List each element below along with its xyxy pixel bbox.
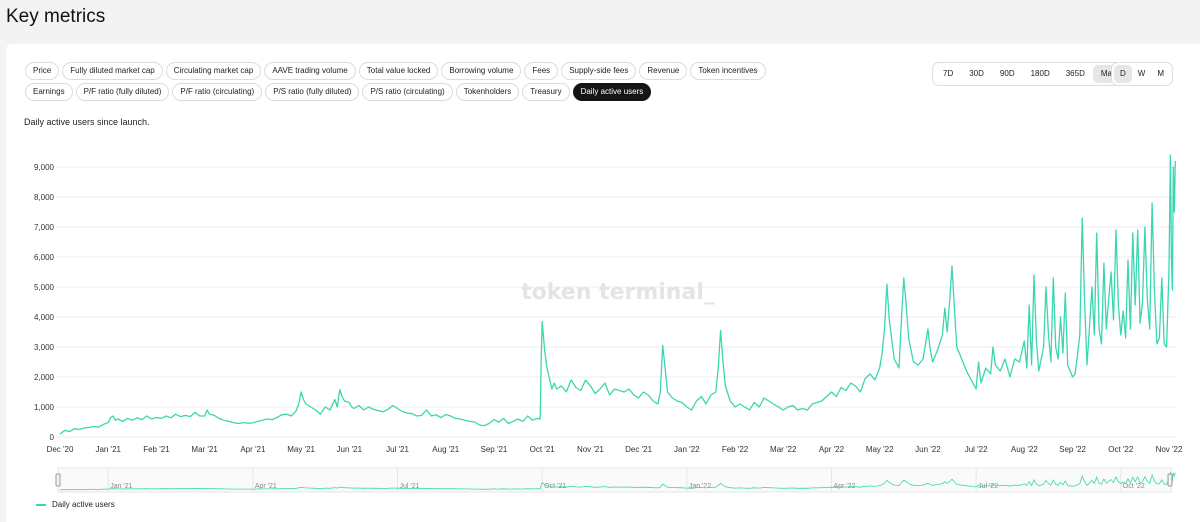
x-tick-label: Sep '22 — [1059, 445, 1086, 454]
metric-chip-fully-diluted-market-cap[interactable]: Fully diluted market cap — [62, 62, 163, 80]
legend-label: Daily active users — [52, 500, 115, 509]
x-tick-label: Jan '21 — [95, 445, 121, 454]
x-tick-label: May '22 — [866, 445, 894, 454]
metric-chip-earnings[interactable]: Earnings — [25, 83, 73, 101]
metric-chip-tokenholders[interactable]: Tokenholders — [455, 83, 520, 101]
x-tick-label: Oct '22 — [1108, 445, 1134, 454]
y-tick-label: 7,000 — [34, 223, 55, 232]
navigator-tick-label: Jan '22 — [689, 483, 711, 490]
metric-chip-p-s-ratio-fully-diluted[interactable]: P/S ratio (fully diluted) — [265, 83, 360, 101]
x-tick-label: Jul '22 — [965, 445, 988, 454]
x-tick-label: Dec '20 — [47, 445, 74, 454]
x-tick-label: Feb '22 — [722, 445, 749, 454]
time-range-selector: 7D 30D 90D 180D 365D Max — [932, 62, 1127, 86]
metric-chip-revenue[interactable]: Revenue — [639, 62, 688, 80]
navigator-tick-label: Apr '21 — [255, 483, 277, 490]
y-tick-label: 6,000 — [34, 253, 55, 262]
watermark-logo: token terminal_ — [521, 280, 715, 305]
metric-chip-token-incentives[interactable]: Token incentives — [690, 62, 766, 80]
y-tick-label: 5,000 — [34, 283, 55, 292]
x-tick-label: Aug '22 — [1011, 445, 1038, 454]
metric-chip-aave-trading-volume[interactable]: AAVE trading volume — [264, 62, 356, 80]
chart-legend[interactable]: Daily active users — [36, 500, 115, 509]
granularity-option-d[interactable]: D — [1114, 65, 1132, 83]
key-metrics-card: Price Fully diluted market cap Circulating… — [6, 44, 1200, 522]
navigator-series-line — [59, 472, 1176, 491]
daily-active-users-chart: 0 1,000 2,000 3,000 4,000 5,000 6,000 7,000 8,00… — [34, 154, 1183, 493]
navigator-tick-label: Oct '22 — [1123, 483, 1145, 490]
x-tick-label: Dec '21 — [625, 445, 652, 454]
metric-chip-circulating-market-cap[interactable]: Circulating market cap — [165, 62, 262, 80]
navigator-tick-label: Jul '21 — [400, 483, 420, 490]
navigator-handle-right[interactable] — [1167, 473, 1173, 487]
metric-chip-fees[interactable]: Fees — [524, 62, 559, 80]
range-option-30d[interactable]: 30D — [961, 65, 992, 83]
y-tick-label: 3,000 — [34, 343, 55, 352]
x-tick-label: Sep '21 — [481, 445, 508, 454]
navigator-tick-label: Jul '22 — [978, 483, 998, 490]
y-tick-label: 9,000 — [34, 163, 55, 172]
legend-swatch — [36, 503, 46, 506]
x-tick-label: Apr '21 — [240, 445, 266, 454]
x-tick-label: Mar '22 — [770, 445, 797, 454]
metric-chips-row-2: Earnings P/F ratio (fully diluted) P/F rat… — [25, 83, 652, 101]
metric-chip-borrowing-volume[interactable]: Borrowing volume — [441, 62, 522, 80]
x-tick-label: Feb '21 — [143, 445, 170, 454]
metric-chip-treasury[interactable]: Treasury — [522, 83, 570, 101]
x-tick-label: Jun '21 — [337, 445, 363, 454]
x-tick-label: Jan '22 — [674, 445, 700, 454]
metric-chips-row-1: Price Fully diluted market cap Circulating… — [25, 62, 766, 80]
navigator-handle-left[interactable] — [55, 473, 61, 487]
series-line-daily-active-users[interactable] — [59, 154, 1176, 435]
range-option-90d[interactable]: 90D — [992, 65, 1023, 83]
granularity-option-m[interactable]: M — [1151, 65, 1170, 83]
x-tick-label: Nov '21 — [577, 445, 604, 454]
metric-chip-price[interactable]: Price — [25, 62, 60, 80]
y-tick-label: 0 — [50, 433, 55, 442]
navigator-tick-label: Jan '21 — [110, 483, 132, 490]
y-tick-label: 1,000 — [34, 403, 55, 412]
x-tick-label: May '21 — [287, 445, 315, 454]
chart-subtitle: Daily active users since launch. — [24, 117, 150, 127]
x-tick-label: Mar '21 — [191, 445, 218, 454]
x-tick-label: Nov '22 — [1156, 445, 1183, 454]
navigator-tick-label: Apr '22 — [833, 483, 855, 490]
y-tick-label: 2,000 — [34, 373, 55, 382]
range-option-180d[interactable]: 180D — [1023, 65, 1058, 83]
metric-chip-p-f-ratio-circulating[interactable]: P/F ratio (circulating) — [172, 83, 263, 101]
metric-chip-p-f-ratio-fully-diluted[interactable]: P/F ratio (fully diluted) — [75, 83, 170, 101]
page-title: Key metrics — [6, 6, 106, 27]
metric-chip-daily-active-users[interactable]: Daily active users — [572, 83, 652, 101]
range-option-7d[interactable]: 7D — [935, 65, 961, 83]
metric-chip-p-s-ratio-circulating[interactable]: P/S ratio (circulating) — [362, 83, 453, 101]
y-tick-label: 8,000 — [34, 193, 55, 202]
metric-chip-supply-side-fees[interactable]: Supply-side fees — [561, 62, 637, 80]
x-tick-label: Oct '21 — [530, 445, 556, 454]
navigator-track[interactable] — [57, 467, 1172, 493]
range-option-365d[interactable]: 365D — [1058, 65, 1093, 83]
metric-chip-total-value-locked[interactable]: Total value locked — [358, 62, 439, 80]
x-tick-label: Aug '21 — [432, 445, 459, 454]
x-tick-label: Apr '22 — [819, 445, 845, 454]
granularity-option-w[interactable]: W — [1132, 65, 1152, 83]
x-tick-label: Jul '21 — [386, 445, 409, 454]
x-tick-label: Jun '22 — [915, 445, 941, 454]
y-tick-label: 4,000 — [34, 313, 55, 322]
